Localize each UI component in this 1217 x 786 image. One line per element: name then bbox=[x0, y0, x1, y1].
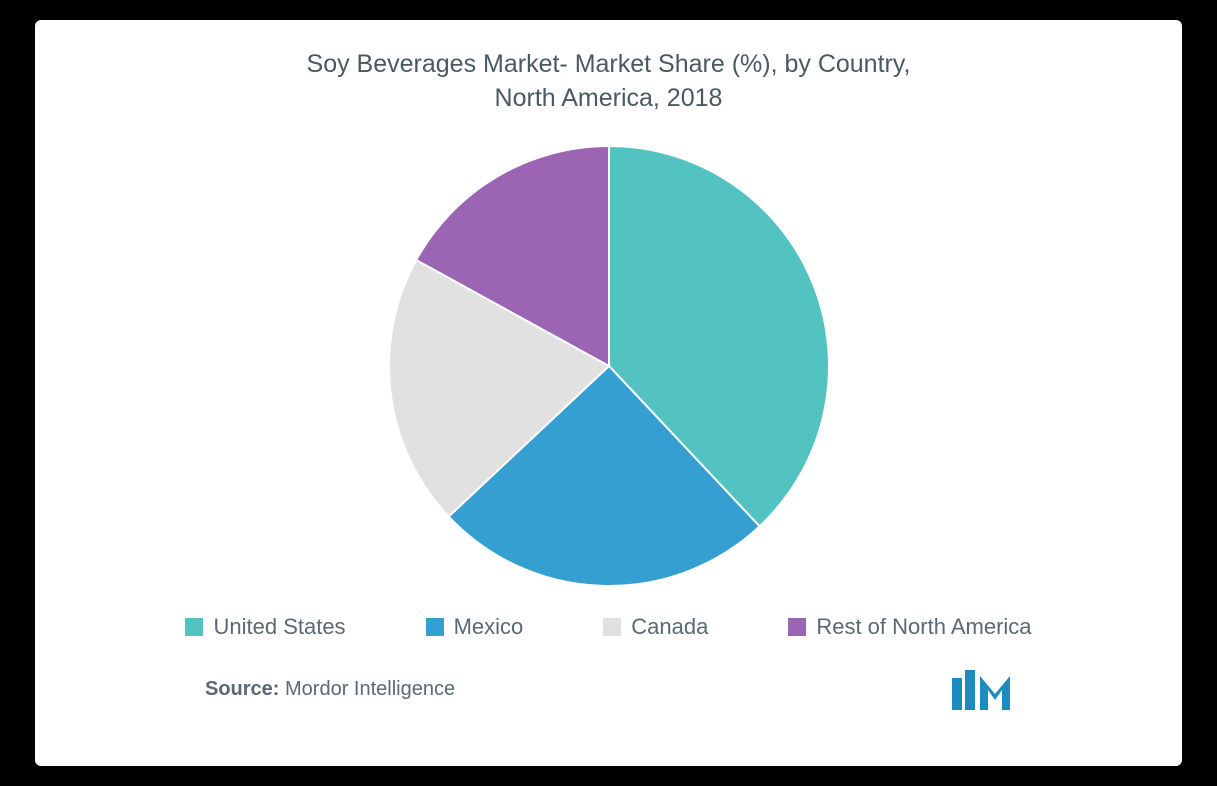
chart-card: Soy Beverages Market- Market Share (%), … bbox=[35, 20, 1182, 766]
legend-label: Rest of North America bbox=[816, 614, 1031, 640]
pie-svg bbox=[389, 146, 829, 586]
legend-label: United States bbox=[213, 614, 345, 640]
legend-item: United States bbox=[185, 614, 345, 640]
chart-title-line1: Soy Beverages Market- Market Share (%), … bbox=[307, 48, 911, 82]
legend-label: Canada bbox=[631, 614, 708, 640]
legend-item: Mexico bbox=[426, 614, 524, 640]
source-label: Source: bbox=[205, 678, 279, 700]
chart-title: Soy Beverages Market- Market Share (%), … bbox=[307, 48, 911, 116]
legend-swatch bbox=[603, 618, 621, 636]
legend-label: Mexico bbox=[454, 614, 524, 640]
footer-row: Source: Mordor Intelligence bbox=[35, 670, 1182, 710]
legend-swatch bbox=[185, 618, 203, 636]
source: Source: Mordor Intelligence bbox=[205, 678, 455, 701]
legend-item: Rest of North America bbox=[788, 614, 1031, 640]
legend-item: Canada bbox=[603, 614, 708, 640]
source-text: Mordor Intelligence bbox=[279, 678, 455, 700]
legend-swatch bbox=[788, 618, 806, 636]
legend: United States Mexico Canada Rest of North A… bbox=[185, 614, 1031, 640]
chart-title-line2: North America, 2018 bbox=[307, 82, 911, 116]
brand-logo-icon bbox=[952, 670, 1012, 710]
pie-chart bbox=[389, 146, 829, 586]
legend-swatch bbox=[426, 618, 444, 636]
